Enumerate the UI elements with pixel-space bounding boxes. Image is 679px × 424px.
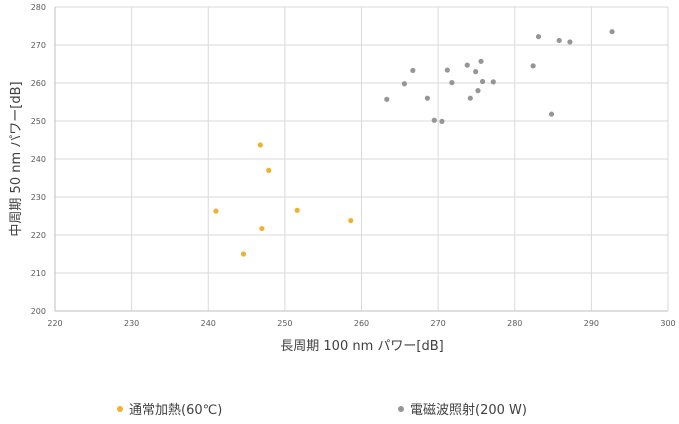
scatter-point-series-2 bbox=[548, 111, 555, 117]
scatter-point-series-2 bbox=[467, 95, 473, 101]
y-axis-title: 中周期 50 nm パワー[dB] bbox=[9, 81, 24, 236]
scatter-point-series-1 bbox=[213, 208, 219, 214]
scatter-point-series-1 bbox=[294, 207, 300, 213]
x-tick-label: 240 bbox=[201, 319, 216, 328]
y-tick-label: 200 bbox=[31, 307, 46, 316]
y-tick-label: 230 bbox=[31, 193, 46, 202]
scatter-point-series-2 bbox=[384, 96, 390, 102]
scatter-point-series-2 bbox=[444, 67, 450, 73]
y-tick-label: 210 bbox=[31, 269, 46, 278]
scatter-point-series-2 bbox=[431, 117, 437, 123]
scatter-point-series-2 bbox=[535, 34, 542, 40]
scatter-point-series-1 bbox=[240, 251, 247, 257]
x-tick-label: 250 bbox=[277, 319, 292, 328]
legend-item-series-1: 通常加熱(60℃) bbox=[117, 399, 222, 418]
scatter-point-series-2 bbox=[424, 95, 430, 101]
x-tick-label: 280 bbox=[507, 319, 522, 328]
y-tick-label: 240 bbox=[31, 155, 46, 164]
legend-marker-series-1 bbox=[117, 405, 123, 412]
scatter-point-series-2 bbox=[530, 63, 536, 69]
y-tick-labels: 200 210 220 230 240 250 260 270 280 bbox=[31, 3, 46, 316]
legend-marker-series-2 bbox=[398, 405, 404, 412]
scatter-point-series-2 bbox=[567, 39, 573, 45]
scatter-point-series-2 bbox=[464, 62, 470, 68]
x-axis-title: 長周期 100 nm パワー[dB] bbox=[280, 339, 443, 354]
y-tick-label: 250 bbox=[31, 117, 46, 126]
legend-item-series-2: 電磁波照射(200 W) bbox=[398, 399, 527, 418]
axes bbox=[54, 7, 668, 312]
scatter-point-series-2 bbox=[478, 58, 484, 64]
data-points bbox=[213, 29, 615, 257]
x-tick-label: 260 bbox=[354, 319, 369, 328]
x-tick-label: 230 bbox=[124, 319, 139, 328]
scatter-point-series-2 bbox=[475, 88, 481, 94]
y-tick-label: 220 bbox=[31, 231, 46, 240]
scatter-point-series-2 bbox=[401, 81, 408, 87]
scatter-point-series-2 bbox=[449, 80, 455, 86]
scatter-point-series-2 bbox=[490, 79, 496, 85]
grid-lines bbox=[55, 6, 669, 311]
scatter-point-series-2 bbox=[473, 69, 479, 75]
x-tick-labels: 220 230 240 250 260 270 280 290 300 bbox=[47, 319, 675, 328]
x-tick-label: 300 bbox=[660, 319, 675, 328]
y-tick-label: 260 bbox=[31, 79, 46, 88]
scatter-point-series-2 bbox=[556, 37, 562, 44]
scatter-point-series-1 bbox=[257, 142, 263, 148]
legend-label-series-2: 電磁波照射(200 W) bbox=[410, 403, 527, 418]
scatter-point-series-2 bbox=[410, 67, 416, 74]
scatter-point-series-2 bbox=[479, 78, 486, 85]
scatter-point-series-2 bbox=[439, 118, 445, 124]
x-tick-label: 220 bbox=[47, 319, 62, 328]
y-tick-label: 270 bbox=[31, 41, 46, 50]
y-tick-label: 280 bbox=[31, 3, 46, 12]
legend-label-series-1: 通常加熱(60℃) bbox=[129, 403, 223, 418]
scatter-point-series-1 bbox=[266, 167, 272, 173]
x-tick-label: 270 bbox=[430, 319, 445, 328]
scatter-point-series-1 bbox=[259, 225, 265, 232]
scatter-point-series-1 bbox=[348, 217, 354, 224]
x-tick-label: 290 bbox=[584, 319, 599, 328]
scatter-point-series-2 bbox=[609, 29, 615, 35]
